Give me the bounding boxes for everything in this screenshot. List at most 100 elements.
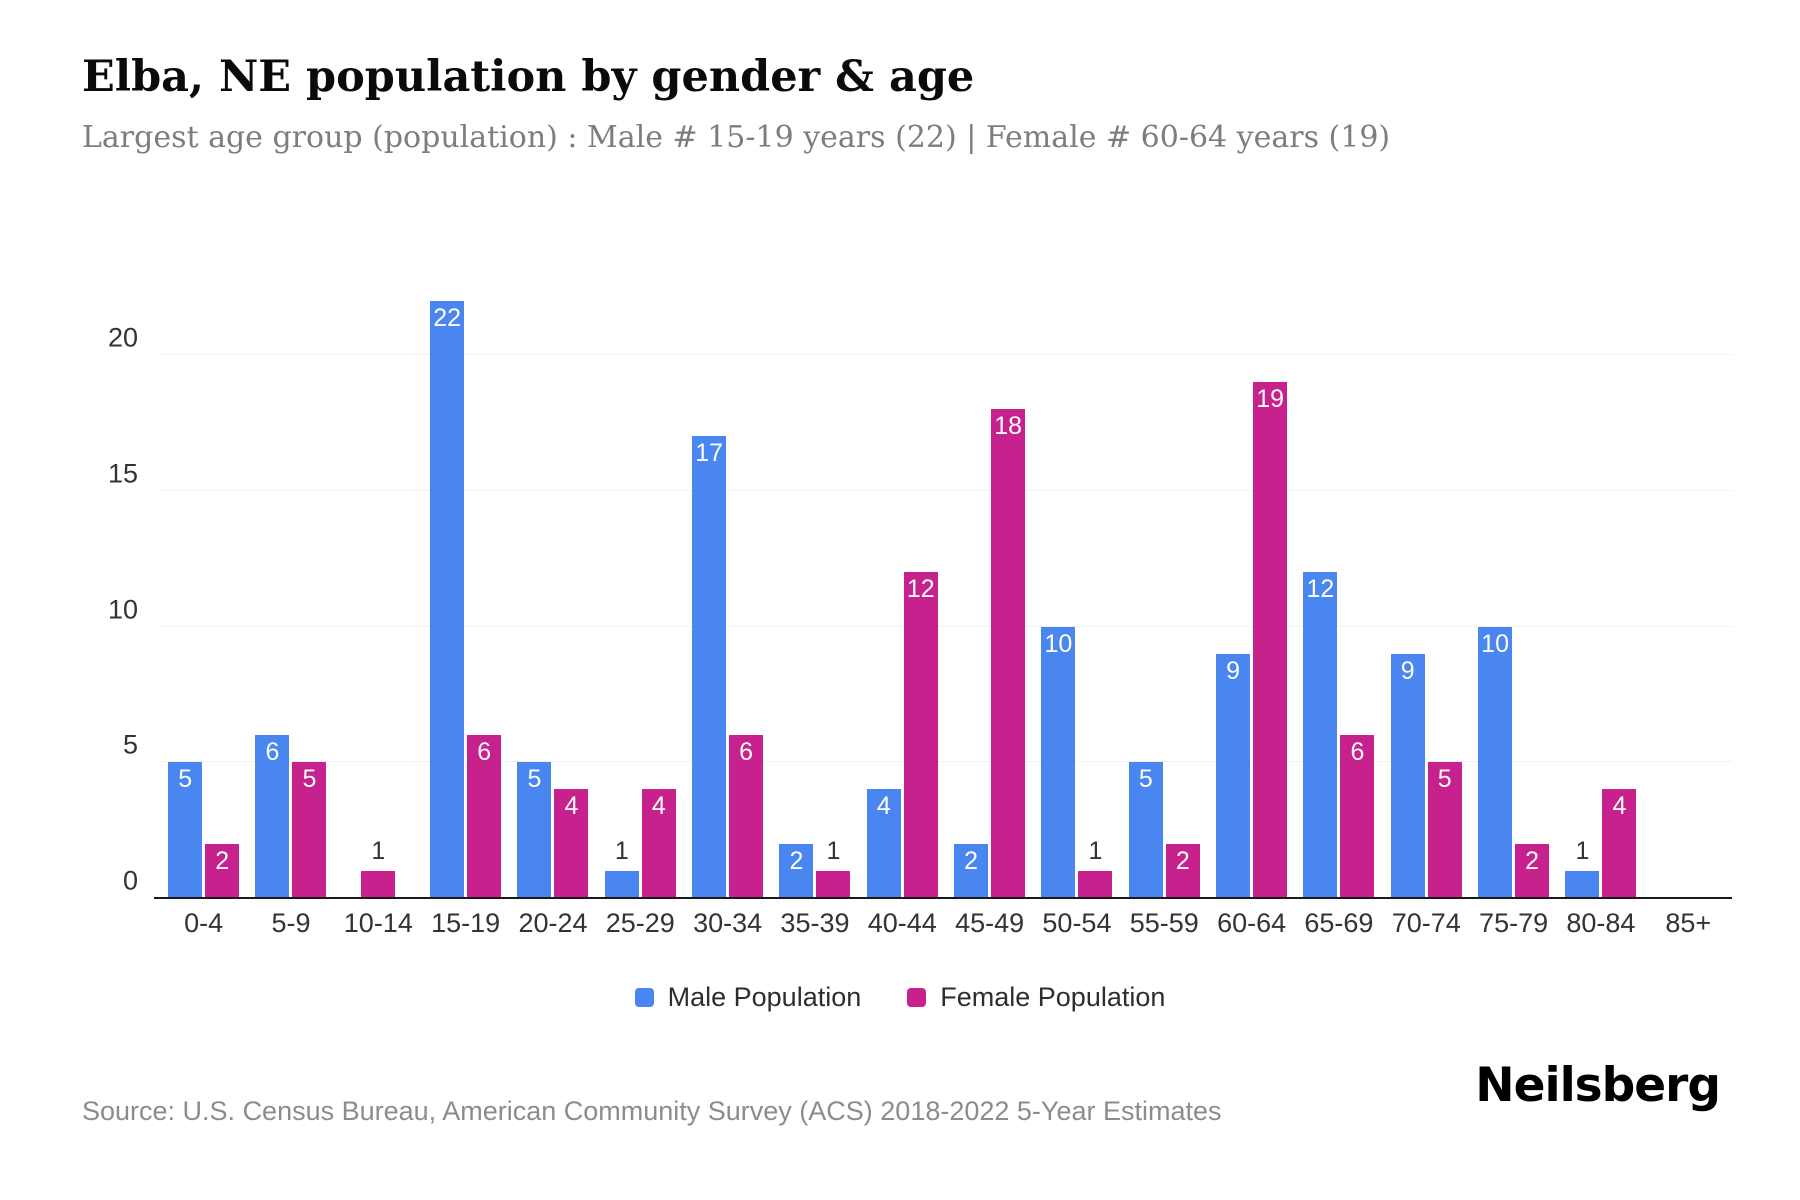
bar-female-0-4[interactable]: 2 [205, 843, 240, 898]
bar-value-label: 12 [906, 575, 935, 604]
legend-swatch-icon [634, 988, 654, 1007]
x-axis-label-15-19: 15-19 [431, 908, 501, 938]
gridline-y-20 [160, 354, 1732, 355]
gridline-y-5 [160, 761, 1732, 763]
bar-female-35-39[interactable]: 1 [816, 837, 851, 898]
bar-group-75-79: 10 2 [1470, 280, 1557, 898]
x-axis-label-60-64: 60-64 [1217, 908, 1287, 938]
x-axis-label-30-34: 30-34 [693, 908, 763, 938]
bar-female-80-84[interactable]: 4 [1602, 789, 1637, 898]
bar-male-25-29[interactable]: 1 [604, 837, 639, 898]
bar-value-label: 4 [876, 792, 891, 821]
bar-value-label: 17 [695, 439, 724, 468]
bar-group-60-64: 9 19 [1208, 280, 1295, 898]
bar-male-50-54[interactable]: 10 [1041, 626, 1076, 898]
y-tick-label-0: 0 [122, 865, 138, 896]
gridline-y-10 [160, 625, 1732, 627]
x-axis-label-10-14: 10-14 [343, 908, 413, 938]
bar-male-40-44[interactable]: 4 [866, 789, 901, 898]
bar-value-label: 1 [371, 836, 386, 865]
bar-value-label: 5 [178, 765, 193, 794]
bar-male-60-64[interactable]: 9 [1216, 653, 1251, 898]
bar-value-label: 2 [964, 846, 979, 875]
bar-male-45-49[interactable]: 2 [954, 843, 989, 898]
bar-male-55-59[interactable]: 5 [1128, 762, 1163, 898]
bar-value-label: 6 [477, 738, 492, 767]
y-tick-label-15: 15 [107, 458, 138, 489]
x-axis-labels: 0-4 5-9 10-14 15-19 20-24 25-29 30-34 35-39 40-4… [160, 908, 1732, 939]
bar-male-0-4[interactable]: 5 [168, 762, 203, 898]
bar-group-45-49: 2 18 [946, 280, 1033, 898]
bar-group-40-44: 4 12 [859, 280, 946, 898]
bar-female-65-69[interactable]: 6 [1340, 735, 1375, 898]
y-tick-label-10: 10 [107, 594, 138, 624]
x-axis-label-25-29: 25-29 [605, 908, 675, 938]
bar-female-25-29[interactable]: 4 [641, 789, 676, 898]
chart-subtitle: Largest age group (population) : Male # … [82, 120, 1391, 155]
bar-value-label: 18 [994, 412, 1023, 441]
bar-female-40-44[interactable]: 12 [903, 572, 938, 898]
bar-female-75-79[interactable]: 2 [1515, 843, 1550, 898]
bar-male-20-24[interactable]: 5 [517, 762, 552, 898]
bar-female-30-34[interactable]: 6 [729, 735, 764, 898]
bar-female-20-24[interactable]: 4 [554, 789, 589, 898]
bar-value-label: 10 [1044, 629, 1073, 658]
bar-value-label: 4 [564, 792, 579, 821]
x-axis-line [154, 897, 1732, 899]
bar-value-label: 9 [1226, 656, 1241, 685]
bar-female-50-54[interactable]: 1 [1078, 837, 1113, 898]
bar-male-30-34[interactable]: 17 [692, 436, 727, 898]
bar-value-label: 1 [614, 836, 629, 865]
legend-item-female[interactable]: Female Population [907, 982, 1165, 1013]
x-axis-label-65-69: 65-69 [1304, 908, 1374, 938]
bar-female-45-49[interactable]: 18 [991, 409, 1026, 898]
x-axis-label-40-44: 40-44 [867, 908, 937, 938]
bar-female-55-59[interactable]: 2 [1165, 843, 1200, 898]
bar-value-label: 6 [739, 738, 754, 767]
bar-male-65-69[interactable]: 12 [1303, 572, 1338, 898]
bar-value-label: 12 [1306, 575, 1335, 604]
bar-value-label: 1 [826, 836, 841, 865]
bar-group-30-34: 17 6 [684, 280, 771, 898]
bar-value-label: 2 [1525, 846, 1540, 875]
bar-value-label: 10 [1481, 629, 1509, 658]
bar-female-5-9[interactable]: 5 [292, 762, 327, 898]
bar-value-label: 1 [1088, 836, 1103, 865]
bar-female-10-14[interactable]: 1 [361, 837, 396, 898]
bar-male-80-84[interactable]: 1 [1565, 837, 1600, 898]
page-title: Elba, NE population by gender & age [82, 52, 975, 102]
x-axis-label-5-9: 5-9 [271, 908, 311, 938]
x-axis-label-70-74: 70-74 [1391, 908, 1461, 938]
legend-swatch-icon [907, 988, 927, 1007]
x-axis-label-45-49: 45-49 [955, 908, 1025, 938]
bar-female-15-19[interactable]: 6 [467, 735, 502, 898]
bar-group-15-19: 22 6 [422, 280, 509, 898]
bar-male-15-19[interactable]: 22 [430, 300, 465, 898]
bar-group-50-54: 10 1 [1033, 280, 1120, 898]
bar-value-label: 6 [265, 738, 280, 767]
legend-label: Female Population [940, 982, 1166, 1012]
x-axis-label-75-79: 75-79 [1479, 908, 1549, 938]
bar-male-5-9[interactable]: 6 [255, 735, 290, 898]
x-axis-label-50-54: 50-54 [1042, 908, 1112, 938]
x-axis-label-55-59: 55-59 [1129, 908, 1199, 938]
bar-male-70-74[interactable]: 9 [1390, 653, 1425, 898]
plot-area: 0 5 10 15 20 5 2 6 5 1 22 6 5 4 1 4 17 6 2 1 4 12 2 18 10 1 5 2 9 19… [108, 280, 1732, 899]
bar-value-label: 5 [1437, 765, 1452, 794]
bar-male-35-39[interactable]: 2 [779, 843, 814, 898]
bar-male-75-79[interactable]: 10 [1478, 626, 1513, 898]
bar-group-85+ [1645, 280, 1732, 898]
bar-value-label: 9 [1400, 656, 1415, 685]
bar-female-70-74[interactable]: 5 [1427, 762, 1462, 898]
bar-group-65-69: 12 6 [1295, 280, 1382, 898]
legend-item-male[interactable]: Male Population [634, 982, 861, 1013]
bar-female-60-64[interactable]: 19 [1253, 382, 1288, 898]
bar-value-label: 19 [1256, 385, 1284, 414]
bar-value-label: 2 [789, 846, 804, 875]
